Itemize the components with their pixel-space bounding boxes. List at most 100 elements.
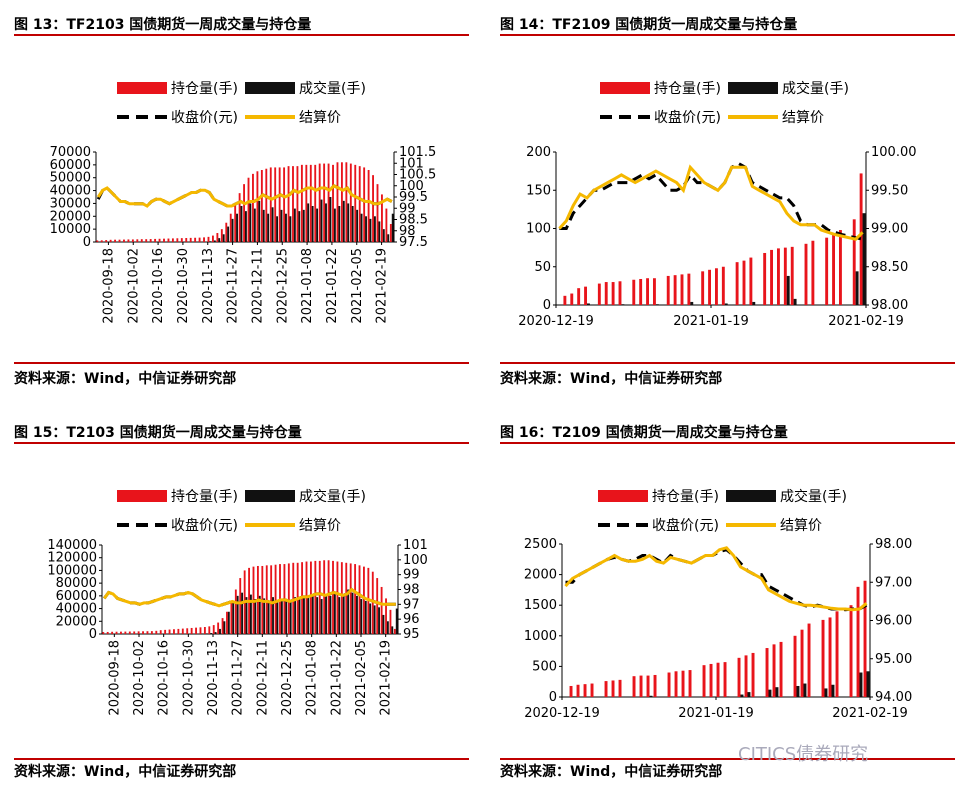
y-right-tick-label: 99.5	[399, 190, 428, 205]
bar-oi	[217, 622, 220, 634]
bar-oi	[763, 252, 767, 305]
bar-vol	[223, 621, 226, 634]
bar-vol	[213, 240, 216, 242]
bar-oi	[127, 239, 130, 242]
y-right-tick-label: 99.50	[871, 183, 908, 198]
bar-vol	[333, 208, 336, 242]
bar-oi	[358, 565, 361, 634]
bar-vol	[655, 304, 659, 305]
bar-vol	[320, 599, 323, 634]
bar-oi	[198, 237, 201, 242]
legend-swatch-vol	[245, 82, 295, 94]
y-left-tick-label: 40000	[50, 184, 91, 199]
bar-oi	[105, 240, 108, 242]
bar-oi	[283, 167, 286, 242]
bar-vol	[249, 203, 252, 242]
bar-oi	[185, 238, 188, 242]
bar-oi	[309, 164, 312, 242]
bar-vol	[364, 600, 367, 634]
x-tick-label: 2020-12-11	[250, 248, 265, 324]
bar-vol	[373, 216, 376, 242]
bar-vol	[369, 603, 372, 634]
bar-oi	[772, 644, 776, 697]
title-rule	[14, 442, 469, 444]
bar-oi	[804, 243, 808, 305]
bar-oi	[632, 676, 636, 697]
bar-vol	[276, 602, 279, 634]
y-right-tick-label: 97.5	[399, 235, 428, 250]
bar-oi	[688, 670, 692, 697]
bar-oi	[189, 237, 192, 242]
bar-vol	[726, 696, 730, 697]
x-tick-label: 2021-02-19	[828, 314, 904, 329]
bar-vol	[786, 275, 790, 305]
bar-oi	[751, 652, 755, 697]
bar-oi	[744, 655, 748, 697]
y-right-tick-label: 100	[399, 179, 424, 194]
bar-oi	[260, 170, 263, 242]
bar-vol	[236, 213, 238, 242]
x-tick-label: 2020-12-25	[280, 640, 295, 716]
bar-oi	[354, 164, 357, 242]
bar-vol	[387, 234, 390, 242]
bar-vol	[240, 206, 243, 242]
bar-oi	[239, 578, 242, 634]
bar-oi	[389, 609, 392, 634]
bar-oi	[838, 230, 842, 305]
bar-oi	[354, 564, 357, 634]
bar-oi	[849, 605, 853, 697]
bar-oi	[181, 628, 184, 634]
bar-vol	[347, 203, 350, 242]
bar-vol	[360, 213, 363, 242]
bar-vol	[250, 594, 252, 634]
x-tick-label: 2021-01-22	[329, 640, 344, 716]
y-right-tick-label: 97	[403, 597, 420, 612]
bar-oi	[318, 560, 321, 634]
y-left-tick-label: 40000	[56, 602, 97, 617]
bar-oi	[158, 238, 161, 242]
bar-vol	[338, 206, 341, 242]
bar-oi	[323, 163, 326, 242]
bar-vol	[302, 209, 305, 242]
bar-vol	[258, 200, 261, 242]
bar-oi	[563, 295, 567, 305]
chart-15: 持仓量(手) 成交量(手) 收盘价(元) 结算价 0200004000060000800…	[47, 488, 428, 716]
y-right-tick-label: 101	[399, 156, 424, 171]
bar-vol	[342, 595, 345, 634]
y-right-tick-label: 96	[403, 612, 420, 627]
bar-oi	[570, 293, 574, 305]
bar-oi	[721, 266, 725, 305]
bar-oi	[171, 238, 174, 242]
bar-vol	[267, 213, 270, 242]
bar-vol	[333, 592, 336, 634]
bar-vol	[824, 688, 828, 697]
bar-vol	[285, 213, 287, 242]
bar-vol	[747, 692, 751, 697]
bar-oi	[852, 219, 856, 305]
bar-oi	[252, 173, 254, 242]
bar-vol	[382, 614, 385, 634]
y-right-tick-label: 101	[403, 538, 428, 553]
legend-label-settle: 结算价	[782, 110, 824, 126]
bar-oi	[597, 283, 601, 305]
legend-swatch-vol	[245, 490, 295, 502]
bar-oi	[145, 239, 148, 242]
bar-oi	[363, 566, 365, 634]
bar-oi	[687, 273, 691, 305]
y-left-tick-label: 100000	[47, 563, 97, 578]
y-left-tick-label: 0	[543, 298, 551, 313]
line-settle	[102, 587, 396, 608]
bar-vol	[192, 633, 195, 634]
source-rule	[14, 362, 469, 364]
y-left-tick-label: 60000	[56, 589, 97, 604]
bar-oi	[790, 246, 794, 305]
bar-oi	[832, 234, 835, 305]
bar-oi	[177, 628, 180, 634]
bar-vol	[369, 218, 372, 242]
bar-vol	[209, 241, 212, 242]
source-note: 资料来源：Wind，中信证券研究部	[500, 764, 723, 780]
y-right-tick-label: 98.00	[871, 298, 908, 313]
bar-vol	[276, 216, 279, 242]
x-tick-label: 2020-10-30	[176, 248, 191, 324]
legend-swatch-oi	[117, 82, 167, 94]
